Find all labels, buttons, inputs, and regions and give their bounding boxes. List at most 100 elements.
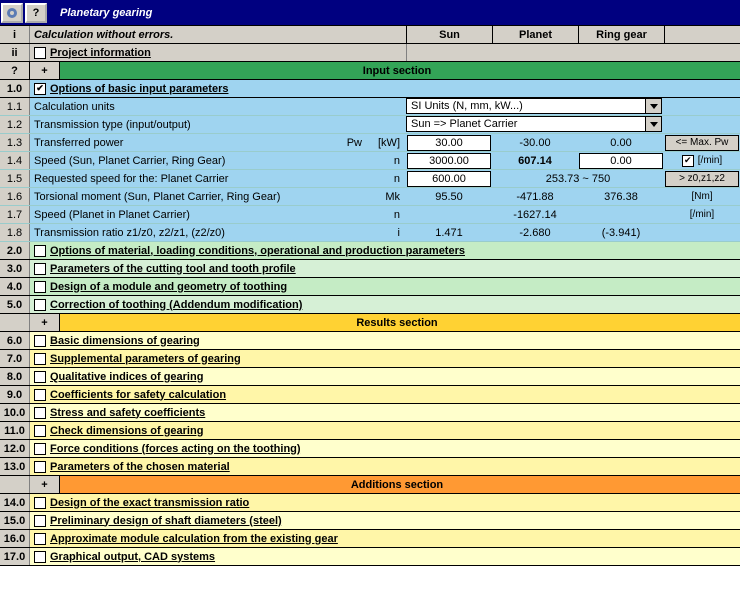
opt-checkbox[interactable] <box>34 353 46 365</box>
section-add-plus[interactable]: + <box>30 476 60 493</box>
opt-idx: 7.0 <box>0 350 30 367</box>
side-checkbox[interactable]: ✔ <box>682 155 694 167</box>
app-icon[interactable] <box>1 3 23 23</box>
opt-15-0[interactable]: 15.0Preliminary design of shaft diameter… <box>0 512 740 530</box>
project-info-row[interactable]: ii Project information <box>0 44 740 62</box>
row-1-3: 1.3Transferred powerPw[kW]30.00-30.000.0… <box>0 134 740 152</box>
row-1-0-chk[interactable]: ✔ <box>34 83 46 95</box>
help-button[interactable]: ? <box>25 3 47 23</box>
opt-checkbox[interactable] <box>34 515 46 527</box>
opt-9-0[interactable]: 9.0Coefficients for safety calculation <box>0 386 740 404</box>
opt-label: Force conditions (forces acting on the t… <box>50 443 301 455</box>
opt-14-0[interactable]: 14.0Design of the exact transmission rat… <box>0 494 740 512</box>
project-checkbox[interactable] <box>34 47 46 59</box>
col-ring: Ring gear <box>578 26 664 43</box>
chevron-down-icon[interactable] <box>645 99 661 113</box>
opt-checkbox[interactable] <box>34 371 46 383</box>
opt-checkbox[interactable] <box>34 281 46 293</box>
opt-checkbox[interactable] <box>34 497 46 509</box>
opt-idx: 2.0 <box>0 242 30 259</box>
opt-5-0[interactable]: 5.0Correction of toothing (Addendum modi… <box>0 296 740 314</box>
opt-label: Check dimensions of gearing <box>50 425 203 437</box>
side-button[interactable]: > z0,z1,z2 <box>665 171 739 187</box>
row-side[interactable]: <= Max. Pw <box>664 134 740 151</box>
data-cell: -471.88 <box>492 188 578 205</box>
section-input-q[interactable]: ? <box>0 62 30 79</box>
row-1-4: 1.4Speed (Sun, Planet Carrier, Ring Gear… <box>0 152 740 170</box>
opt-idx: 14.0 <box>0 494 30 511</box>
row-side: [Nm] <box>664 188 740 205</box>
row-idx: 1.1 <box>0 98 30 115</box>
data-cell: -1627.14 <box>492 206 578 223</box>
opt-label: Qualitative indices of gearing <box>50 371 203 383</box>
row-label: Transmission ratio z1/z0, z2/z1, (z2/z0) <box>30 224 326 241</box>
row-symbol <box>326 152 366 169</box>
opt-checkbox[interactable] <box>34 245 46 257</box>
section-add-label: Additions section <box>60 479 734 491</box>
row-side[interactable]: ✔ [/min] <box>664 152 740 169</box>
row-idx: 1.5 <box>0 170 30 187</box>
opt-checkbox[interactable] <box>34 335 46 347</box>
opt-12-0[interactable]: 12.0Force conditions (forces acting on t… <box>0 440 740 458</box>
opt-8-0[interactable]: 8.0Qualitative indices of gearing <box>0 368 740 386</box>
opt-checkbox[interactable] <box>34 533 46 545</box>
opt-checkbox[interactable] <box>34 407 46 419</box>
row-label: Torsional moment (Sun, Planet Carrier, R… <box>30 188 326 205</box>
project-pad <box>406 44 740 61</box>
opt-checkbox[interactable] <box>34 263 46 275</box>
data-cell: 0.00 <box>578 134 664 151</box>
chevron-down-icon[interactable] <box>645 117 661 131</box>
row-label: Speed (Planet in Planet Carrier) <box>30 206 326 223</box>
section-input: ? + Input section <box>0 62 740 80</box>
row-1-2: 1.2Transmission type (input/output)Sun =… <box>0 116 740 134</box>
opt-checkbox[interactable] <box>34 299 46 311</box>
opt-6-0[interactable]: 6.0Basic dimensions of gearing <box>0 332 740 350</box>
data-cell[interactable]: 600.00 <box>406 170 492 187</box>
row-1-8: 1.8Transmission ratio z1/z0, z2/z1, (z2/… <box>0 224 740 242</box>
opt-label: Correction of toothing (Addendum modific… <box>50 299 302 311</box>
section-results-plus[interactable]: + <box>30 314 60 331</box>
opt-idx: 17.0 <box>0 548 30 565</box>
section-results: + Results section <box>0 314 740 332</box>
opt-4-0[interactable]: 4.0Design of a module and geometry of to… <box>0 278 740 296</box>
row-1-1: 1.1Calculation unitsSI Units (N, mm, kW.… <box>0 98 740 116</box>
section-input-plus[interactable]: + <box>30 62 60 79</box>
row-1-0[interactable]: 1.0 ✔ Options of basic input parameters <box>0 80 740 98</box>
opt-checkbox[interactable] <box>34 389 46 401</box>
status-row: i Calculation without errors. Sun Planet… <box>0 26 740 44</box>
select-1-1[interactable]: SI Units (N, mm, kW...) <box>406 98 662 114</box>
data-cell: (-3.941) <box>578 224 664 241</box>
opt-checkbox[interactable] <box>34 461 46 473</box>
opt-checkbox[interactable] <box>34 551 46 563</box>
opt-checkbox[interactable] <box>34 425 46 437</box>
opt-label: Graphical output, CAD systems <box>50 551 215 563</box>
row-unit: n <box>366 206 406 223</box>
opt-16-0[interactable]: 16.0Approximate module calculation from … <box>0 530 740 548</box>
data-cell[interactable]: 0.00 <box>578 152 664 169</box>
data-cell[interactable]: 3000.00 <box>406 152 492 169</box>
row-1-0-idx: 1.0 <box>0 80 30 97</box>
opt-label: Approximate module calculation from the … <box>50 533 338 545</box>
opt-11-0[interactable]: 11.0Check dimensions of gearing <box>0 422 740 440</box>
opt-3-0[interactable]: 3.0Parameters of the cutting tool and to… <box>0 260 740 278</box>
opt-7-0[interactable]: 7.0Supplemental parameters of gearing <box>0 350 740 368</box>
select-1-2[interactable]: Sun => Planet Carrier <box>406 116 662 132</box>
opt-17-0[interactable]: 17.0 Graphical output, CAD systems <box>0 548 740 566</box>
opt-checkbox[interactable] <box>34 443 46 455</box>
opt-10-0[interactable]: 10.0Stress and safety coefficients <box>0 404 740 422</box>
data-cell: 376.38 <box>578 188 664 205</box>
col-pad <box>664 26 740 43</box>
row-side[interactable]: > z0,z1,z2 <box>664 170 740 187</box>
opt-idx: 6.0 <box>0 332 30 349</box>
side-button[interactable]: <= Max. Pw <box>665 135 739 151</box>
opt-2-0[interactable]: 2.0Options of material, loading conditio… <box>0 242 740 260</box>
row-unit: Mk <box>366 188 406 205</box>
row-1-5: 1.5Requested speed for the: Planet Carri… <box>0 170 740 188</box>
opt-idx: 4.0 <box>0 278 30 295</box>
data-cell <box>578 206 664 223</box>
data-cell: 1.471 <box>406 224 492 241</box>
data-cell[interactable]: 30.00 <box>406 134 492 151</box>
row-label: Requested speed for the: Planet Carrier <box>30 170 326 187</box>
opt-13-0[interactable]: 13.0Parameters of the chosen material <box>0 458 740 476</box>
opt-label: Preliminary design of shaft diameters (s… <box>50 515 282 527</box>
